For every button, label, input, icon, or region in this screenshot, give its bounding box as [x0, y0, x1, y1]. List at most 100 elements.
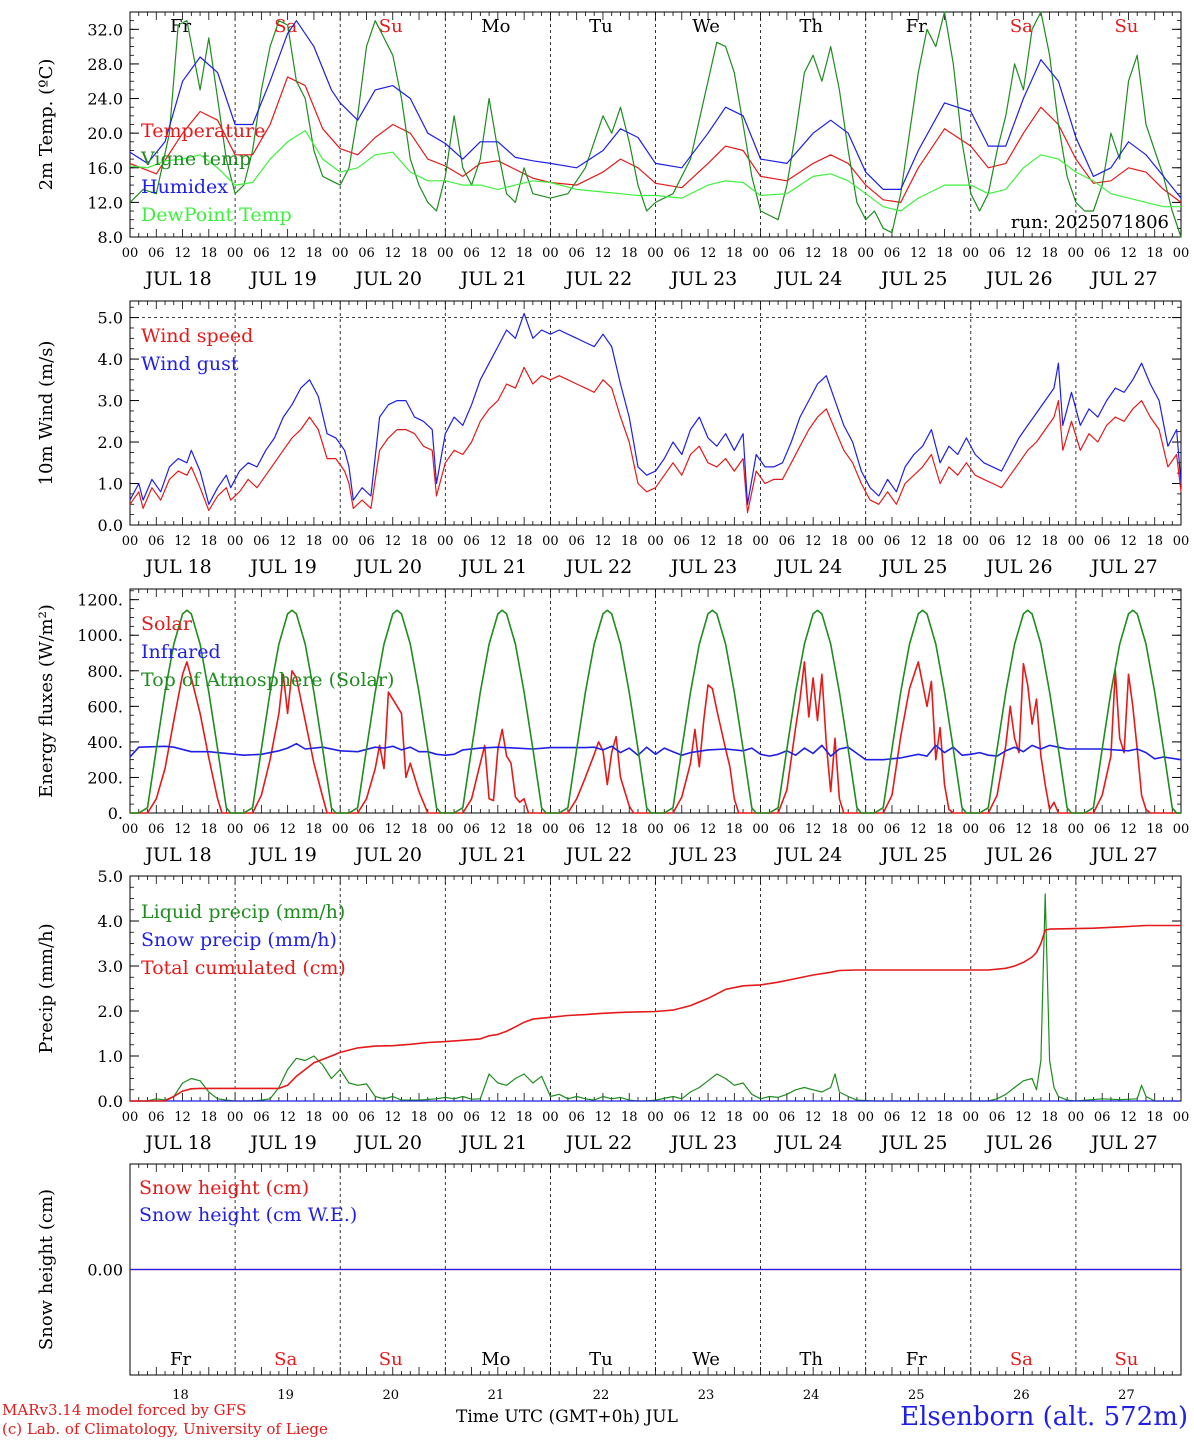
y-tick-label: 2.0 [98, 1002, 123, 1021]
hour-tick-label: 12 [279, 822, 296, 837]
hour-tick-label: 18 [411, 246, 428, 261]
hour-tick-label: 00 [122, 822, 139, 837]
hour-tick-label: 12 [910, 246, 927, 261]
hour-tick-label: 06 [463, 534, 480, 549]
weekday-label: We [692, 1349, 720, 1370]
hour-tick-label: 18 [1146, 534, 1163, 549]
hour-tick-label: 06 [884, 534, 901, 549]
hour-tick-label: 18 [306, 822, 323, 837]
hour-tick-label: 12 [595, 534, 612, 549]
hour-tick-label: 12 [490, 534, 507, 549]
hour-tick-label: 00 [542, 1110, 559, 1125]
y-tick-label: 12.0 [87, 193, 123, 212]
legend-entry: Total cumulated (cm) [141, 957, 346, 979]
hour-tick-label: 18 [516, 822, 533, 837]
y-tick-label: 4.0 [98, 350, 123, 369]
weekday-label: Sa [1010, 1349, 1033, 1370]
y-tick-label: 0.00 [87, 1261, 123, 1280]
hour-tick-label: 18 [621, 246, 638, 261]
hour-tick-label: 12 [1015, 822, 1032, 837]
hour-tick-label: 00 [963, 246, 980, 261]
date-label: JUL 27 [1089, 844, 1157, 866]
hour-tick-label: 12 [805, 534, 822, 549]
hour-tick-label: 00 [332, 534, 349, 549]
hour-tick-label: 06 [148, 534, 165, 549]
hour-tick-label: 00 [437, 1110, 454, 1125]
day-number-label: 19 [277, 1388, 294, 1403]
hour-tick-label: 12 [384, 822, 401, 837]
hour-tick-label: 00 [857, 534, 874, 549]
hour-tick-label: 00 [752, 534, 769, 549]
weekday-label: Fr [170, 1349, 191, 1370]
hour-tick-label: 06 [463, 822, 480, 837]
y-tick-label: 28.0 [87, 55, 123, 74]
hour-tick-label: 00 [752, 822, 769, 837]
hour-tick-label: 18 [201, 246, 218, 261]
hour-tick-label: 06 [253, 822, 270, 837]
weekday-label: Fr [906, 16, 927, 37]
hour-tick-label: 00 [122, 534, 139, 549]
day-number-label: 18 [172, 1388, 189, 1403]
y-axis-title: 2m Temp. (ºC) [36, 59, 57, 191]
hour-tick-label: 12 [1120, 1110, 1137, 1125]
y-tick-label: 0.0 [98, 1092, 123, 1111]
hour-tick-label: 18 [936, 1110, 953, 1125]
date-label: JUL 19 [248, 268, 316, 290]
hour-tick-label: 06 [1094, 534, 1111, 549]
legend-entry: Infrared [141, 641, 221, 663]
date-label: JUL 18 [143, 268, 211, 290]
series-line-vigne-temp [129, 11, 1182, 238]
date-label: JUL 25 [879, 268, 947, 290]
hour-tick-label: 12 [700, 246, 717, 261]
date-label: JUL 18 [143, 1132, 211, 1154]
date-label: JUL 22 [564, 844, 632, 866]
hour-tick-label: 18 [621, 1110, 638, 1125]
date-label: JUL 20 [354, 556, 422, 578]
y-tick-label: 16.0 [87, 159, 123, 178]
legend-entry: Wind gust [141, 353, 239, 375]
date-label: JUL 19 [248, 844, 316, 866]
hour-tick-label: 06 [674, 1110, 691, 1125]
date-label: JUL 23 [669, 844, 737, 866]
y-tick-label: 200. [87, 768, 123, 787]
hour-tick-label: 06 [148, 246, 165, 261]
y-axis-title: Energy fluxes (W/m²) [36, 604, 57, 798]
hour-tick-label: 06 [148, 822, 165, 837]
hour-tick-label: 12 [384, 246, 401, 261]
date-label: JUL 21 [459, 844, 527, 866]
date-label: JUL 24 [774, 268, 842, 290]
hour-tick-label: 00 [332, 822, 349, 837]
date-label: JUL 20 [354, 844, 422, 866]
hour-tick-label: 00 [647, 534, 664, 549]
hour-tick-label: 18 [201, 822, 218, 837]
hour-tick-label: 00 [122, 246, 139, 261]
hour-tick-label: 18 [1146, 246, 1163, 261]
hour-tick-label: 06 [779, 534, 796, 549]
hour-tick-label: 18 [831, 1110, 848, 1125]
hour-tick-label: 18 [831, 246, 848, 261]
hour-tick-label: 06 [1094, 1110, 1111, 1125]
legend-entry: Snow height (cm) [139, 1177, 309, 1199]
date-label: JUL 24 [774, 1132, 842, 1154]
hour-tick-label: 06 [989, 1110, 1006, 1125]
plot-frame [129, 588, 1182, 814]
hour-tick-label: 18 [306, 1110, 323, 1125]
y-tick-label: 1000. [77, 626, 123, 645]
weekday-label: Tu [589, 1349, 613, 1370]
hour-tick-label: 18 [411, 534, 428, 549]
y-tick-label: 8.0 [98, 228, 123, 247]
day-number-label: 22 [593, 1388, 610, 1403]
day-number-label: 27 [1118, 1388, 1135, 1403]
run-annotation: run: 2025071806 [1011, 212, 1169, 233]
hour-tick-label: 06 [358, 246, 375, 261]
weekday-label: Su [1114, 16, 1138, 37]
date-label: JUL 24 [774, 844, 842, 866]
hour-tick-label: 06 [463, 246, 480, 261]
y-tick-label: 600. [87, 697, 123, 716]
hour-tick-label: 06 [884, 246, 901, 261]
hour-tick-label: 18 [1041, 534, 1058, 549]
date-label: JUL 27 [1089, 1132, 1157, 1154]
hour-tick-label: 00 [542, 534, 559, 549]
hour-tick-label: 06 [253, 534, 270, 549]
